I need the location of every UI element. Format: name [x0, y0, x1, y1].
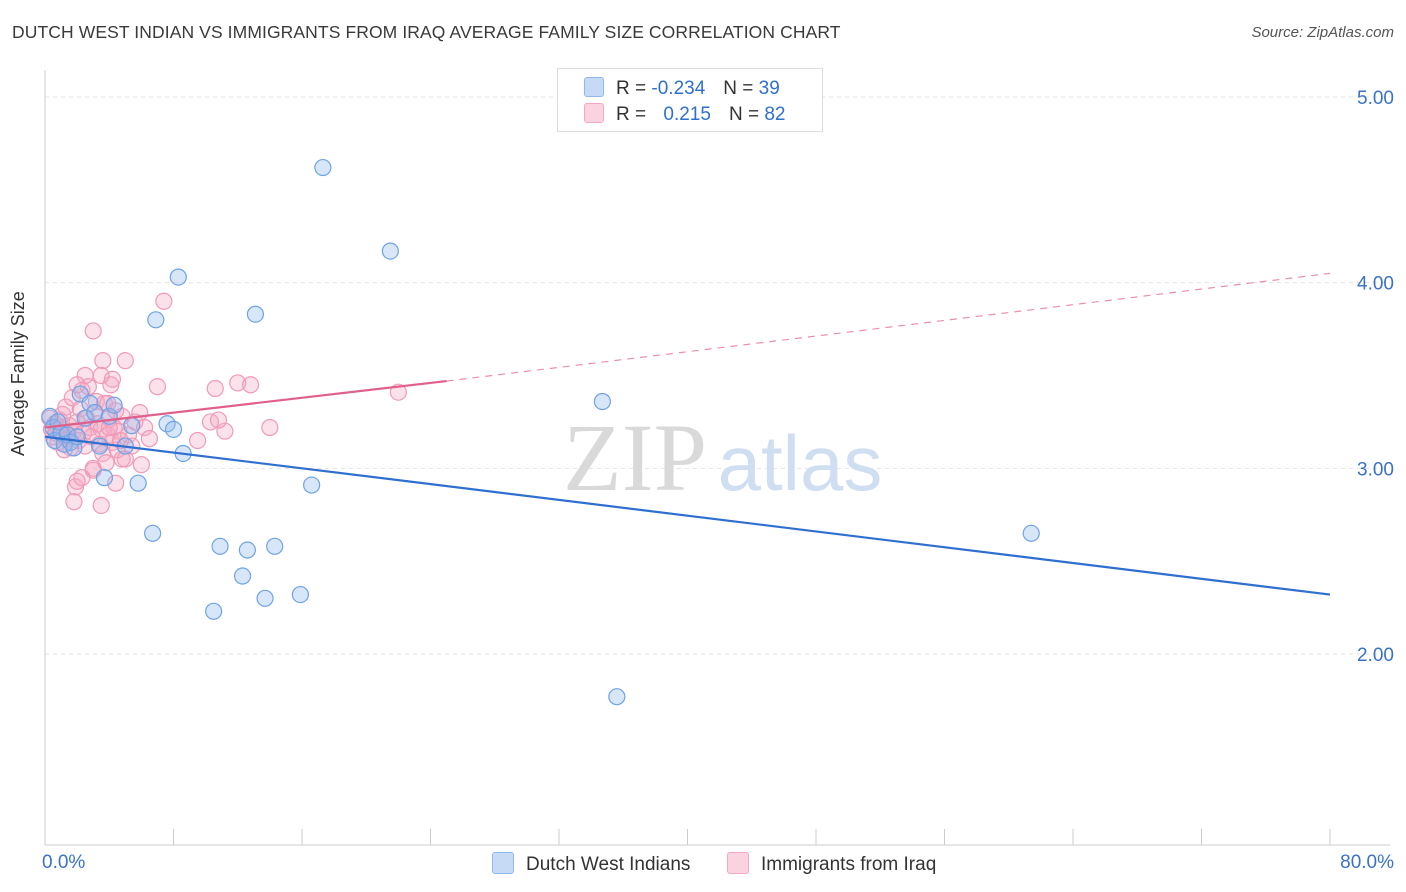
y-tick-labels: 2.00 3.00 4.00 5.00 [1357, 88, 1394, 666]
legend-r-label: R = [616, 104, 647, 125]
trend-lines [44, 272, 1331, 596]
point-dutch-28 [211, 537, 229, 555]
legend-r-label: R = [616, 78, 647, 99]
point-iraq-64 [113, 450, 131, 468]
source-label[interactable]: Source: ZipAtlas.com [1251, 24, 1394, 41]
y-axis-label: Average Family Size [8, 291, 28, 456]
y-tick-label-3: 5.00 [1357, 88, 1394, 109]
point-iraq-56 [94, 352, 112, 370]
legend-n-value: 39 [758, 78, 780, 99]
point-iraq-62 [99, 394, 117, 412]
point-iraq-57 [116, 352, 134, 370]
trend-line-iraq [44, 379, 447, 429]
series-dutch-west-indians-points [41, 158, 1040, 706]
point-iraq-77 [242, 376, 260, 394]
point-dutch-29 [233, 567, 252, 585]
grid-lines [45, 96, 1390, 655]
y-tick-label-2: 4.00 [1357, 274, 1394, 295]
legend-swatch-pink [584, 103, 604, 123]
point-iraq-80 [209, 411, 228, 429]
correlation-legend: R = -0.234 N = 39 R = 0.215 N = 82 [557, 68, 823, 132]
point-iraq-51 [135, 418, 154, 437]
y-tick-label-0: 2.00 [1357, 645, 1394, 666]
bottom-legend-label: Immigrants from Iraq [761, 854, 937, 875]
legend-swatch-blue [584, 77, 604, 97]
point-dutch-21 [144, 524, 162, 542]
trend-line-iraq-extension [446, 272, 1331, 382]
point-iraq-54 [155, 292, 173, 310]
legend-row-dutch-west-indians: R = -0.234 N = 39 [584, 77, 780, 101]
legend-n-label: N = [728, 104, 760, 125]
legend-row-iraq: R = 0.215 N = 82 [584, 103, 785, 127]
point-iraq-66 [92, 496, 110, 515]
point-dutch-22 [147, 311, 165, 329]
x-tick-label-min: 0.0% [42, 852, 86, 873]
legend-swatch-blue [492, 852, 514, 874]
legend-n-value: 82 [764, 104, 786, 125]
axes [44, 70, 1390, 846]
watermark-atlas: atlas [718, 419, 883, 507]
watermark-zip: ZIP [563, 404, 707, 511]
point-dutch-24 [164, 420, 183, 438]
point-dutch-19 [123, 417, 141, 435]
point-iraq-53 [148, 378, 167, 396]
point-dutch-36 [314, 158, 332, 177]
legend-r-value: 0.215 [663, 104, 711, 125]
point-dutch-33 [266, 537, 284, 555]
point-iraq-79 [389, 383, 407, 401]
bottom-legend-iraq[interactable]: Immigrants from Iraq [727, 852, 936, 876]
point-dutch-27 [205, 602, 223, 620]
point-dutch-15 [95, 469, 114, 487]
point-iraq-69 [84, 459, 102, 477]
point-iraq-78 [261, 418, 279, 437]
point-iraq-55 [84, 322, 102, 340]
point-dutch-35 [303, 476, 321, 494]
point-dutch-40 [608, 688, 626, 706]
trend-line-dutch [44, 435, 1331, 596]
legend-r-value: -0.234 [651, 78, 706, 99]
point-dutch-14 [91, 437, 109, 455]
bottom-legend-label: Dutch West Indians [526, 854, 691, 875]
point-dutch-34 [291, 585, 309, 604]
point-iraq-10 [57, 398, 75, 416]
point-dutch-30 [238, 541, 256, 559]
point-iraq-72 [188, 431, 207, 450]
point-iraq-61 [68, 376, 86, 394]
point-iraq-60 [103, 370, 122, 388]
y-tick-label-1: 3.00 [1357, 459, 1394, 480]
point-dutch-39 [1022, 524, 1040, 542]
point-dutch-32 [256, 589, 274, 607]
point-dutch-20 [129, 474, 147, 492]
point-iraq-74 [206, 379, 224, 398]
point-dutch-13 [86, 404, 104, 422]
legend-n-label: N = [723, 78, 754, 99]
legend-swatch-pink [727, 852, 749, 874]
point-iraq-71 [132, 456, 150, 474]
x-tick-label-max: 80.0% [1340, 852, 1394, 873]
point-dutch-38 [593, 392, 611, 411]
point-iraq-52 [140, 430, 159, 448]
point-dutch-37 [381, 242, 399, 260]
point-dutch-25 [169, 268, 187, 286]
point-iraq-65 [65, 493, 83, 511]
point-dutch-17 [105, 396, 123, 414]
point-dutch-12 [81, 394, 99, 412]
point-iraq-70 [107, 474, 125, 492]
chart-title: DUTCH WEST INDIAN VS IMMIGRANTS FROM IRA… [12, 22, 841, 42]
point-iraq-68 [68, 472, 86, 490]
point-iraq-76 [229, 374, 247, 392]
point-dutch-31 [246, 305, 265, 323]
point-iraq-35 [97, 454, 115, 472]
bottom-legend-dutch-west-indians[interactable]: Dutch West Indians [492, 852, 690, 876]
